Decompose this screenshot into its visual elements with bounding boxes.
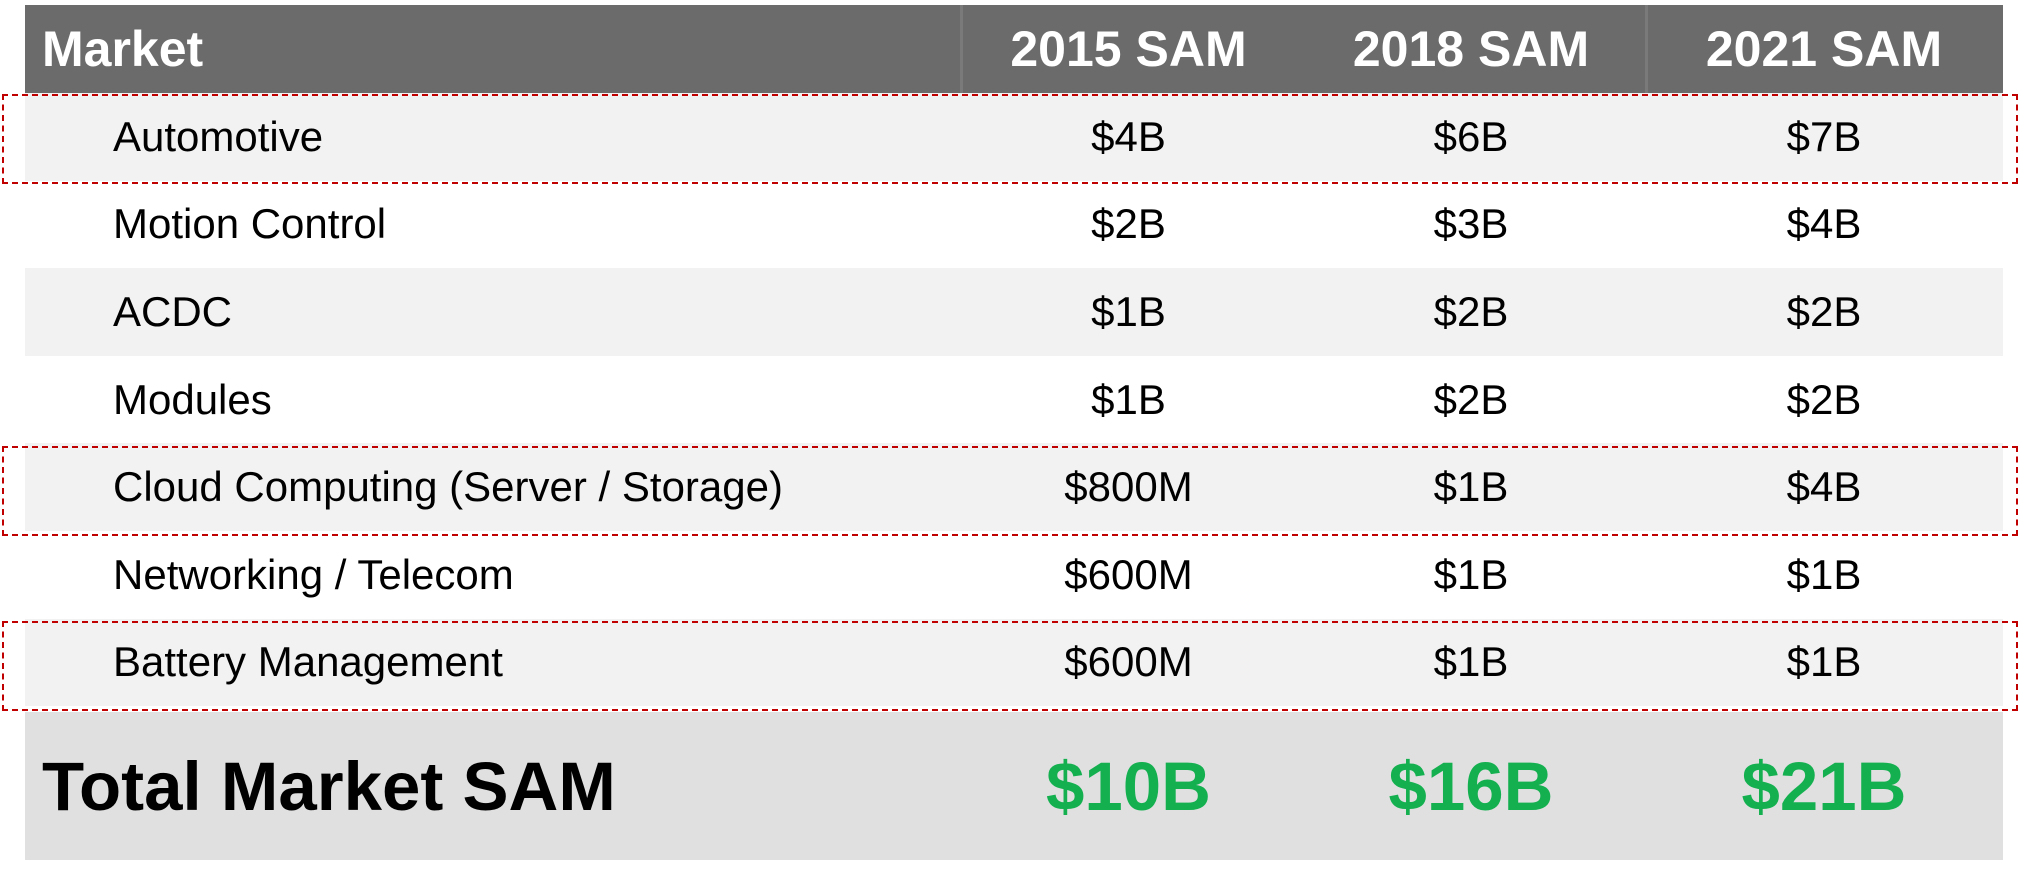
header-market: Market (42, 21, 204, 77)
value-2015: $1B (1091, 375, 1166, 423)
table-row: Modules $1B $2B $2B (25, 355, 2003, 444)
value-2015: $600M (1064, 638, 1193, 686)
value-2015: $2B (1091, 200, 1166, 248)
table-row: Automotive $4B $6B $7B (25, 93, 2003, 181)
value-2015: $800M (1064, 463, 1193, 511)
value-2021: $2B (1786, 375, 1862, 423)
header-divider (960, 5, 963, 93)
market-name: Cloud Computing (Server / Storage) (113, 463, 783, 511)
value-2018: $2B (1433, 375, 1509, 423)
value-2021: $7B (1786, 112, 1862, 160)
value-2015: $600M (1064, 550, 1193, 598)
total-2021: $21B (1741, 747, 1907, 825)
value-2015: $4B (1091, 112, 1166, 160)
market-name: Battery Management (113, 638, 503, 686)
value-2021: $4B (1786, 463, 1862, 511)
market-name: Automotive (113, 112, 324, 160)
value-2021: $4B (1786, 200, 1862, 248)
table-row: Networking / Telecom $600M $1B $1B (25, 530, 2003, 619)
total-2018: $16B (1388, 747, 1554, 825)
header-divider (1645, 5, 1648, 93)
market-name: ACDC (113, 287, 233, 335)
total-2015: $10B (1046, 747, 1211, 825)
market-name: Networking / Telecom (113, 550, 514, 598)
sam-table: Market 2015 SAM 2018 SAM 2021 SAM Automo… (25, 5, 2003, 861)
total-row: Total Market SAM $10B $16B $21B (25, 712, 2003, 861)
header-2021-sam: 2021 SAM (1705, 21, 1943, 77)
value-2018: $1B (1433, 638, 1509, 686)
header-2018-sam: 2018 SAM (1352, 21, 1590, 77)
value-2021: $1B (1786, 550, 1862, 598)
value-2018: $1B (1433, 463, 1509, 511)
value-2021: $2B (1786, 287, 1862, 335)
total-label: Total Market SAM (42, 747, 616, 825)
table-row: Motion Control $2B $3B $4B (25, 180, 2003, 269)
table-header: Market 2015 SAM 2018 SAM 2021 SAM (25, 5, 2003, 93)
value-2018: $3B (1433, 200, 1509, 248)
header-2015-sam: 2015 SAM (1010, 21, 1247, 77)
market-name: Modules (113, 375, 272, 423)
value-2018: $6B (1433, 112, 1509, 160)
table-row: Battery Management $600M $1B $1B (25, 618, 2003, 707)
table-row: ACDC $1B $2B $2B (25, 268, 2003, 356)
value-2015: $1B (1091, 287, 1166, 335)
value-2021: $1B (1786, 638, 1862, 686)
table-row: Cloud Computing (Server / Storage) $800M… (25, 443, 2003, 531)
value-2018: $2B (1433, 287, 1509, 335)
market-name: Motion Control (113, 200, 387, 248)
value-2018: $1B (1433, 550, 1509, 598)
